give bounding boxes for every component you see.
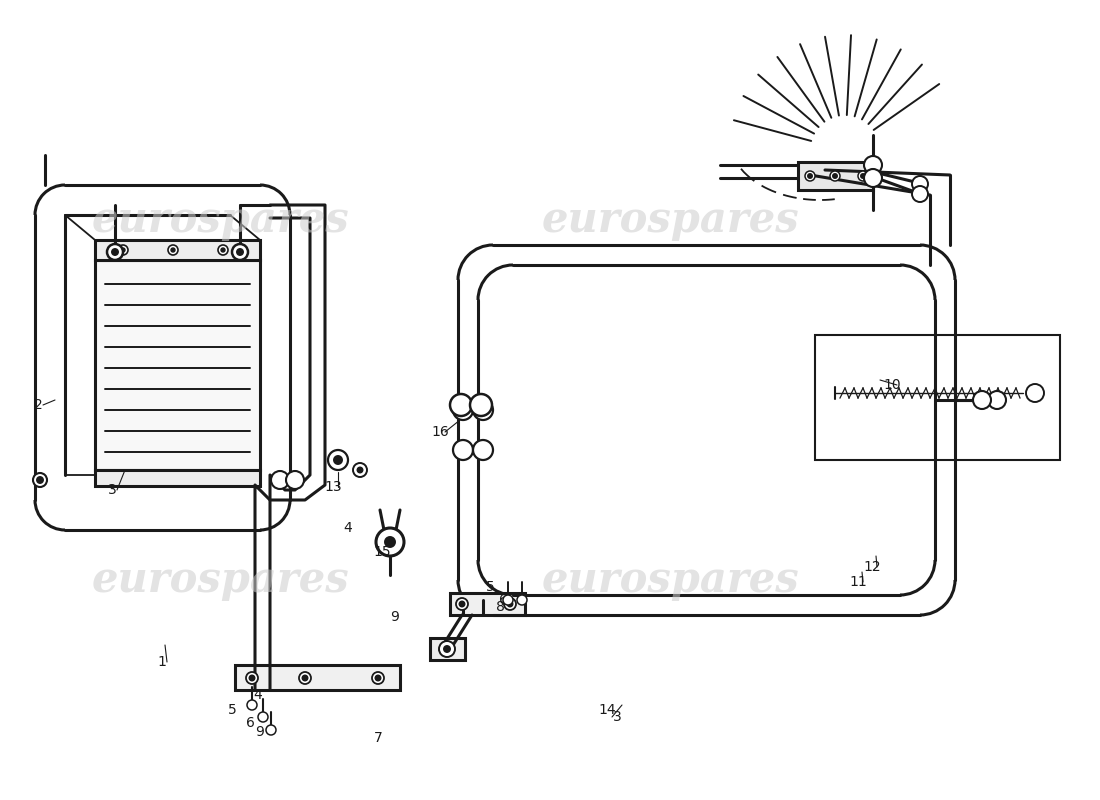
Text: 4: 4 xyxy=(343,521,352,535)
Circle shape xyxy=(328,450,348,470)
Text: 7: 7 xyxy=(374,731,383,745)
Circle shape xyxy=(302,675,308,681)
Text: 10: 10 xyxy=(883,378,901,392)
Circle shape xyxy=(248,700,257,710)
Circle shape xyxy=(830,171,840,181)
Circle shape xyxy=(808,174,812,178)
Text: 1: 1 xyxy=(157,655,166,669)
Circle shape xyxy=(453,440,473,460)
Text: 4: 4 xyxy=(254,688,263,702)
Circle shape xyxy=(376,528,404,556)
Circle shape xyxy=(453,400,473,420)
Text: 6: 6 xyxy=(498,593,507,607)
Text: 3: 3 xyxy=(108,483,117,497)
Text: 5: 5 xyxy=(228,703,236,717)
Bar xyxy=(450,593,525,615)
Text: 15: 15 xyxy=(373,545,390,559)
Circle shape xyxy=(37,477,43,483)
Circle shape xyxy=(218,245,228,255)
Text: 13: 13 xyxy=(324,480,342,494)
Text: 9: 9 xyxy=(390,610,399,624)
Bar xyxy=(95,260,260,470)
Bar xyxy=(430,638,465,660)
Circle shape xyxy=(1026,384,1044,402)
Circle shape xyxy=(246,672,258,684)
Circle shape xyxy=(33,473,47,487)
Circle shape xyxy=(473,440,493,460)
Circle shape xyxy=(236,249,243,255)
Text: 11: 11 xyxy=(849,575,867,589)
Text: eurospares: eurospares xyxy=(91,199,349,241)
Circle shape xyxy=(805,171,815,181)
Circle shape xyxy=(470,394,492,416)
Text: 6: 6 xyxy=(245,716,254,730)
Text: eurospares: eurospares xyxy=(91,559,349,601)
Circle shape xyxy=(266,725,276,735)
Circle shape xyxy=(912,176,928,192)
Text: eurospares: eurospares xyxy=(541,199,799,241)
Circle shape xyxy=(864,156,882,174)
Circle shape xyxy=(861,174,865,178)
Bar xyxy=(815,335,1060,460)
Circle shape xyxy=(250,675,254,681)
Circle shape xyxy=(118,245,128,255)
Circle shape xyxy=(221,248,226,252)
Circle shape xyxy=(232,244,248,260)
Circle shape xyxy=(507,602,513,606)
Circle shape xyxy=(988,391,1007,409)
Circle shape xyxy=(833,174,837,178)
Circle shape xyxy=(286,471,304,489)
Circle shape xyxy=(271,471,289,489)
Circle shape xyxy=(358,467,363,473)
Circle shape xyxy=(170,248,175,252)
Circle shape xyxy=(121,248,125,252)
Circle shape xyxy=(107,244,123,260)
Text: 8: 8 xyxy=(496,600,505,614)
Text: 5: 5 xyxy=(485,580,494,594)
Circle shape xyxy=(460,602,464,606)
Circle shape xyxy=(473,400,493,420)
Circle shape xyxy=(864,169,882,187)
Circle shape xyxy=(450,394,472,416)
Text: 3: 3 xyxy=(613,710,621,724)
Circle shape xyxy=(168,245,178,255)
Text: 2: 2 xyxy=(34,398,43,412)
Circle shape xyxy=(334,456,342,464)
Circle shape xyxy=(112,249,118,255)
Bar xyxy=(235,665,400,690)
Circle shape xyxy=(258,712,268,722)
Circle shape xyxy=(517,595,527,605)
Circle shape xyxy=(299,672,311,684)
Circle shape xyxy=(375,675,381,681)
Bar xyxy=(95,240,260,260)
Text: 16: 16 xyxy=(431,425,449,439)
Circle shape xyxy=(858,171,868,181)
Circle shape xyxy=(503,595,513,605)
Text: 12: 12 xyxy=(864,560,881,574)
Circle shape xyxy=(372,672,384,684)
Circle shape xyxy=(912,186,928,202)
Circle shape xyxy=(504,598,516,610)
Circle shape xyxy=(456,598,468,610)
Text: eurospares: eurospares xyxy=(541,559,799,601)
Circle shape xyxy=(353,463,367,477)
Bar xyxy=(95,470,260,486)
Text: 9: 9 xyxy=(255,725,264,739)
Text: 14: 14 xyxy=(598,703,616,717)
Circle shape xyxy=(974,391,991,409)
Circle shape xyxy=(439,641,455,657)
Bar xyxy=(798,162,873,190)
Circle shape xyxy=(444,646,450,652)
Circle shape xyxy=(385,537,395,547)
